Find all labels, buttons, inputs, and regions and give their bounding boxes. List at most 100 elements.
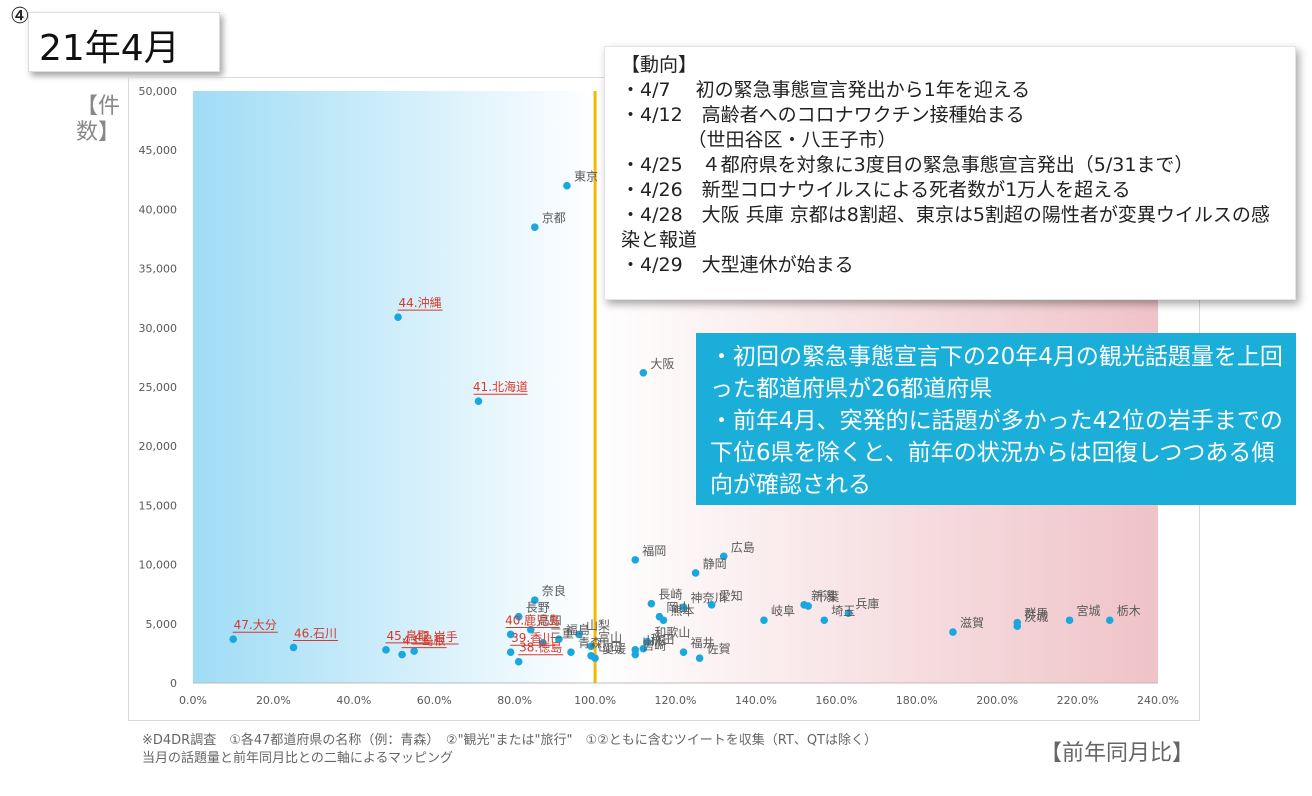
x-tick-label: 100.0% (574, 694, 616, 707)
x-tick-label: 80.0% (497, 694, 532, 707)
data-point (530, 596, 539, 604)
y-tick-label: 25,000 (139, 381, 178, 394)
slide-number: ④ (10, 4, 30, 29)
footnote-method: 当月の話題量と前年同月比との二軸によるマッピング (142, 751, 453, 766)
data-label: 静岡 (703, 557, 727, 571)
data-label: 三重 (550, 627, 574, 641)
data-label: 岐阜 (771, 604, 795, 618)
summary-box: ・初回の緊急事態宣言下の20年4月の観光話題量を上回った都道府県が26都道府県 … (696, 333, 1296, 505)
trend-item: ・4/29 大型連休が始まる (621, 254, 854, 276)
y-tick-label: 20,000 (139, 440, 178, 453)
x-tick-label: 20.0% (256, 694, 291, 707)
data-point (289, 643, 298, 652)
footnote-source: ※D4DR調査 ①各47都道府県の名称（例：青森） ②"観光"または"旅行" ①… (142, 733, 877, 748)
data-point (691, 569, 700, 577)
data-label: 奈良 (542, 583, 566, 598)
data-label: 広島 (731, 539, 755, 554)
data-label: 千葉 (815, 590, 839, 604)
data-label: 兵庫 (855, 597, 879, 611)
data-label: 岡山 (666, 601, 690, 615)
data-label: 富山 (598, 629, 622, 644)
data-point (679, 648, 688, 657)
summary-line: ・前年4月、突発的に話題が多かった42位の岩手までの下位6県を除くと、前年の状況… (710, 408, 1283, 498)
x-tick-label: 0.0% (179, 694, 207, 707)
x-tick-label: 120.0% (655, 694, 697, 707)
data-point (760, 616, 768, 625)
data-point (575, 630, 583, 639)
data-point (679, 603, 688, 612)
y-tick-label: 30,000 (139, 322, 178, 335)
data-label: 新潟 (811, 588, 835, 603)
x-tick-label: 240.0% (1137, 694, 1179, 707)
trend-item: ・4/25 ４都府県を対象に3度目の緊急事態宣言発出（5/31まで） (621, 154, 1194, 176)
data-label: 京都 (542, 211, 566, 225)
x-tick-label: 140.0% (735, 694, 777, 707)
data-point (1105, 616, 1114, 625)
data-label: 40.鹿児島 (505, 612, 560, 627)
data-point (474, 397, 483, 406)
data-point (659, 616, 668, 625)
data-label: 43.島根 (403, 633, 446, 648)
y-tick-label: 45,000 (139, 144, 178, 157)
data-point (539, 638, 547, 647)
data-point (804, 602, 812, 610)
data-label: 東京 (574, 170, 598, 184)
data-point (555, 635, 563, 643)
data-point (1013, 622, 1022, 630)
data-label: 青森 (578, 635, 602, 650)
data-point (229, 635, 238, 643)
trend-item: ・4/28 大阪 兵庫 京都は8割超、東京は5割超の陽性者が変異ウイルスの感染と… (621, 204, 1270, 251)
data-label: 和歌山 (654, 625, 690, 640)
data-label: 大阪 (650, 357, 674, 371)
data-point (514, 612, 523, 621)
data-label: 山口 (598, 640, 622, 654)
data-label: 愛媛 (602, 642, 626, 656)
summary-line: ・初回の緊急事態宣言下の20年4月の観光話題量を上回った都道府県が26都道府県 (710, 344, 1283, 402)
data-point (949, 628, 957, 636)
data-point (398, 650, 406, 659)
y-tick-label: 40,000 (139, 203, 178, 216)
data-label: 福島 (566, 622, 590, 637)
trend-item: ・4/12 高齢者へのコロナワクチン接種始まる (621, 104, 1025, 126)
data-label: 愛知 (719, 589, 743, 603)
data-point (631, 556, 640, 564)
data-point (587, 642, 595, 651)
title-box: 21年4月 (28, 12, 220, 72)
data-point (631, 650, 640, 659)
data-label: 佐賀 (707, 642, 731, 656)
y-tick-label: 5,000 (146, 618, 178, 631)
data-label: 宮崎 (642, 638, 666, 653)
page-title: 21年4月 (39, 28, 180, 69)
data-point (820, 616, 829, 625)
data-label: 秋田 (650, 633, 674, 647)
data-point (506, 648, 515, 657)
data-label: 38.徳島 (519, 640, 562, 655)
x-tick-label: 40.0% (336, 694, 371, 707)
data-point (695, 654, 704, 662)
y-tick-label: 35,000 (139, 263, 178, 276)
data-point (1065, 616, 1074, 625)
trend-box: 【動向】 ・4/7 初の緊急事態宣言発出から1年を迎える ・4/12 高齢者への… (604, 46, 1296, 300)
data-label: 42.岩手 (415, 629, 458, 644)
data-label: 神奈川 (691, 591, 727, 605)
data-point (382, 646, 390, 654)
data-point (647, 599, 656, 608)
data-label: 46.石川 (294, 626, 337, 640)
data-point (707, 601, 716, 609)
data-label: 山梨 (586, 618, 610, 632)
data-label: 宮城 (1077, 603, 1101, 618)
data-label: 埼玉 (831, 604, 855, 618)
y-tick-label: 0 (170, 677, 177, 690)
data-point (639, 368, 648, 377)
x-tick-label: 180.0% (896, 694, 938, 707)
data-label: 39.香川 (511, 631, 554, 645)
below-threshold-zone (193, 91, 596, 683)
x-axis-title: 【前年同月比】 (1040, 741, 1195, 766)
data-point (563, 181, 571, 190)
data-label: 41.北海道 (473, 379, 528, 394)
data-point (514, 657, 523, 666)
data-point (639, 644, 648, 653)
x-tick-label: 220.0% (1057, 694, 1099, 707)
data-point (530, 223, 539, 231)
x-tick-label: 60.0% (417, 694, 452, 707)
